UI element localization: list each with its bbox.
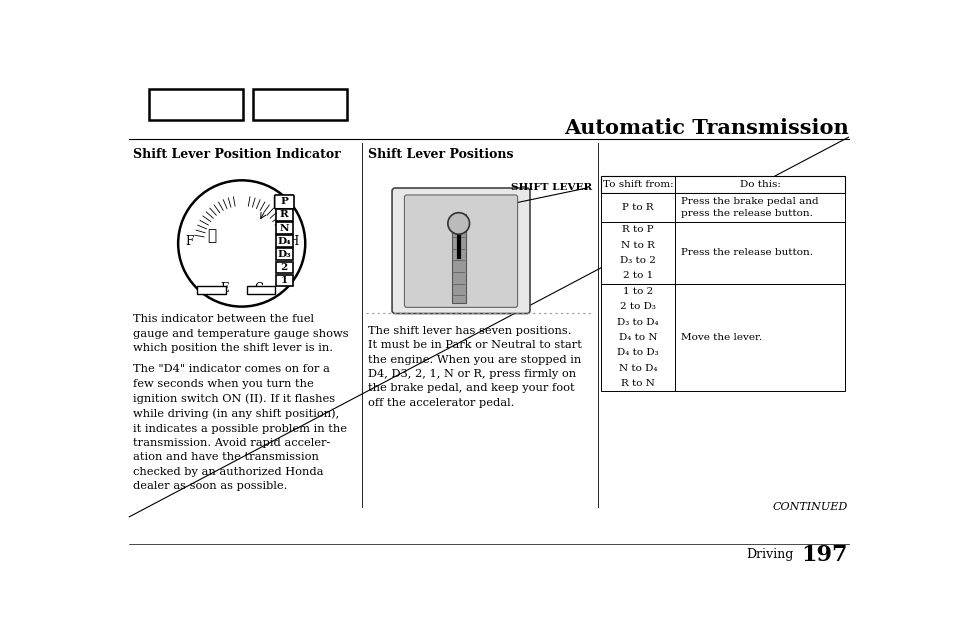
Bar xyxy=(197,285,226,294)
Bar xyxy=(452,214,465,303)
Circle shape xyxy=(447,213,469,234)
Text: Do this:: Do this: xyxy=(739,180,780,188)
Text: N to R: N to R xyxy=(620,241,655,249)
Text: 197: 197 xyxy=(801,544,847,566)
Text: Shift Lever Positions: Shift Lever Positions xyxy=(368,149,513,161)
Bar xyxy=(275,236,293,247)
Text: 1 to 2: 1 to 2 xyxy=(622,287,653,295)
Text: R to P: R to P xyxy=(621,225,653,234)
Text: D₃: D₃ xyxy=(277,249,291,259)
Bar xyxy=(275,275,293,286)
Text: 2: 2 xyxy=(280,263,288,272)
Bar xyxy=(275,261,293,273)
Text: R to N: R to N xyxy=(620,379,655,388)
FancyBboxPatch shape xyxy=(392,188,530,314)
Text: CONTINUED: CONTINUED xyxy=(772,502,847,512)
Text: Move the lever.: Move the lever. xyxy=(680,333,761,342)
Bar xyxy=(600,176,844,193)
Text: To shift from:: To shift from: xyxy=(602,180,673,188)
Bar xyxy=(253,89,347,120)
Text: D₃ to D₄: D₃ to D₄ xyxy=(617,318,659,326)
Text: D₄: D₄ xyxy=(277,237,291,246)
Bar xyxy=(275,248,293,260)
FancyBboxPatch shape xyxy=(404,195,517,307)
Bar xyxy=(247,285,275,294)
Bar xyxy=(275,222,293,234)
Bar xyxy=(149,89,243,120)
Text: 1: 1 xyxy=(280,276,288,285)
Text: D₃ to 2: D₃ to 2 xyxy=(619,256,656,265)
Text: ⛽: ⛽ xyxy=(208,228,216,243)
Text: Press the brake pedal and
press the release button.: Press the brake pedal and press the rele… xyxy=(680,197,818,218)
Text: P to R: P to R xyxy=(621,203,653,212)
Text: The shift lever has seven positions.
It must be in Park or Neutral to start
the : The shift lever has seven positions. It … xyxy=(368,326,581,408)
Text: Driving: Driving xyxy=(745,548,793,561)
Text: Automatic Transmission: Automatic Transmission xyxy=(563,118,847,138)
Text: R: R xyxy=(279,210,289,219)
Bar xyxy=(600,193,844,222)
Text: F: F xyxy=(185,236,193,248)
Text: The "D4" indicator comes on for a
few seconds when you turn the
ignition switch : The "D4" indicator comes on for a few se… xyxy=(133,364,347,491)
Text: H: H xyxy=(289,236,298,248)
Text: SHIFT LEVER: SHIFT LEVER xyxy=(510,183,592,192)
Circle shape xyxy=(178,180,305,307)
Text: N: N xyxy=(279,224,289,232)
Text: P: P xyxy=(280,197,288,207)
Bar xyxy=(275,209,293,220)
Text: D₄ to D₃: D₄ to D₃ xyxy=(617,348,659,357)
FancyBboxPatch shape xyxy=(274,195,294,209)
Text: 2 to D₃: 2 to D₃ xyxy=(619,302,656,311)
Text: C: C xyxy=(254,282,263,295)
Text: E: E xyxy=(220,282,229,295)
Text: This indicator between the fuel
gauge and temperature gauge shows
which position: This indicator between the fuel gauge an… xyxy=(133,314,349,353)
Text: Press the release button.: Press the release button. xyxy=(680,248,812,257)
Bar xyxy=(600,222,844,284)
Text: 2 to 1: 2 to 1 xyxy=(622,272,653,280)
Text: Shift Lever Position Indicator: Shift Lever Position Indicator xyxy=(133,149,340,161)
Bar xyxy=(600,284,844,391)
Text: D₄ to N: D₄ to N xyxy=(618,333,657,342)
Text: N to D₄: N to D₄ xyxy=(618,364,657,373)
